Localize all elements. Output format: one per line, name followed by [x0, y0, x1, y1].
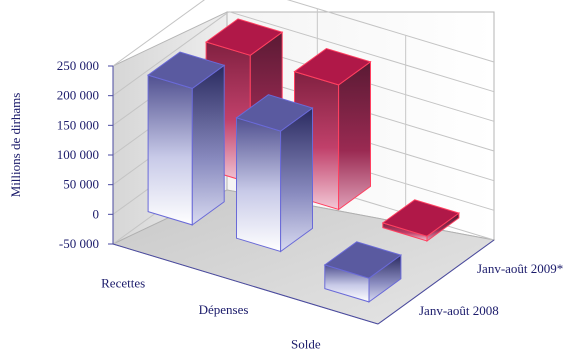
bar [323, 241, 403, 303]
category-labels: Recettes Dépenses Solde [101, 275, 321, 351]
y-tick-label: 250 000 [57, 58, 99, 73]
bar-top [381, 199, 461, 237]
bar-top [235, 94, 314, 132]
y-tick-label: 150 000 [57, 117, 99, 132]
bar [381, 199, 461, 242]
category-axis-line [112, 243, 379, 325]
bar-side [338, 60, 371, 211]
series-axis-line [377, 239, 495, 325]
y-axis-title: Millions de dirhams [8, 93, 23, 198]
y-tick-label: 200 000 [57, 88, 99, 103]
bars [146, 18, 461, 303]
y-tick-label: 100 000 [57, 147, 99, 162]
series-label: Janv-août 2008 [419, 303, 499, 318]
series-label: Janv-août 2009* [477, 261, 563, 276]
y-tick-label: -50 000 [59, 236, 99, 251]
gridline-back [286, 0, 495, 63]
y-tick-label: 50 000 [63, 177, 99, 192]
bar-top [204, 18, 284, 56]
category-label: Recettes [101, 275, 145, 290]
bar-front [147, 74, 193, 226]
gridline-back [228, 11, 495, 93]
bar-top [323, 241, 403, 279]
category-label: Dépenses [199, 302, 249, 317]
bar-front [236, 117, 282, 253]
bar-side [280, 107, 313, 253]
bar-top [293, 47, 372, 86]
y-tick-labels: -50 000 0 50 000 100 000 150 000 200 000 250 0… [57, 58, 113, 251]
bar-top [146, 51, 226, 89]
gridline-left [112, 11, 230, 97]
bar [146, 51, 226, 226]
series-labels: Janv-août 2008 Janv-août 2009* [419, 261, 563, 318]
bar-side [191, 64, 225, 226]
category-label: Solde [291, 337, 321, 352]
bar [235, 94, 314, 253]
gridline-left [112, 0, 205, 67]
y-tick-label: 0 [93, 206, 100, 221]
